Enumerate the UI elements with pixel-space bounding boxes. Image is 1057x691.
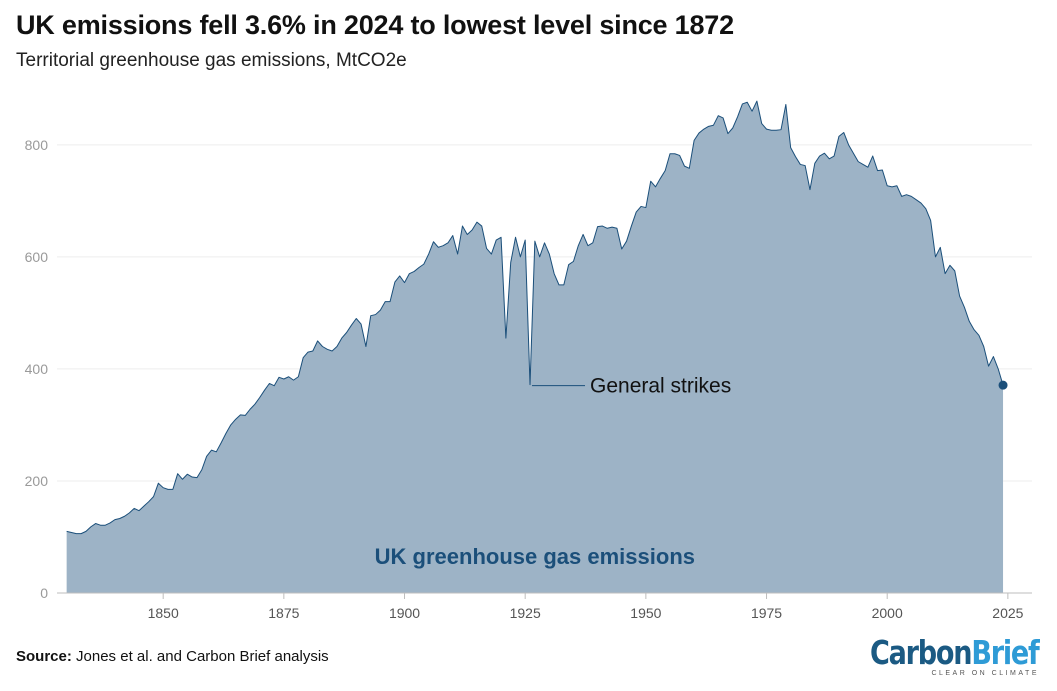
y-tick-label-200: 200 xyxy=(25,473,49,489)
x-tick-label-1950: 1950 xyxy=(630,605,661,621)
emissions-area xyxy=(66,101,1004,594)
chart-subtitle: Territorial greenhouse gas emissions, Mt… xyxy=(16,50,407,71)
x-tick-label-1925: 1925 xyxy=(510,605,541,621)
x-axis: 1850 1875 1900 1925 1950 1975 2000 2025 xyxy=(57,592,1032,621)
end-point-marker xyxy=(998,380,1008,390)
x-tick-label-1875: 1875 xyxy=(268,605,299,621)
y-tick-label-0: 0 xyxy=(40,585,48,601)
carbon-brief-logo: CarbonBrief CLEAR ON CLIMATE xyxy=(833,633,1040,677)
chart-title: UK emissions fell 3.6% in 2024 to lowest… xyxy=(16,10,734,40)
x-tick-label-1975: 1975 xyxy=(751,605,782,621)
plot-area xyxy=(66,100,1004,594)
logo-carbon: Carbon xyxy=(870,633,973,672)
x-tick-label-1900: 1900 xyxy=(389,605,420,621)
source-label: Source: xyxy=(16,648,72,665)
emissions-line xyxy=(66,100,1004,535)
annotations: UK greenhouse gas emissions General strik… xyxy=(375,375,1008,569)
source-note: Source: Jones et al. and Carbon Brief an… xyxy=(16,648,329,665)
x-tick-label-1850: 1850 xyxy=(148,605,179,621)
x-tick-label-2025: 2025 xyxy=(992,605,1023,621)
x-tick-label-2000: 2000 xyxy=(872,605,903,621)
logo-brief: Brief xyxy=(971,633,1040,672)
y-tick-label-800: 800 xyxy=(25,137,49,153)
y-axis: 0 200 400 600 800 xyxy=(25,137,49,601)
source-text: Jones et al. and Carbon Brief analysis xyxy=(76,648,329,665)
y-tick-label-400: 400 xyxy=(25,361,49,377)
annotation-general-strikes: General strikes xyxy=(590,375,731,398)
logo-tagline: CLEAR ON CLIMATE xyxy=(931,670,1039,677)
series-label: UK greenhouse gas emissions xyxy=(375,544,695,569)
y-tick-label-600: 600 xyxy=(25,249,49,265)
logo-wordmark: CarbonBrief xyxy=(870,633,1040,672)
